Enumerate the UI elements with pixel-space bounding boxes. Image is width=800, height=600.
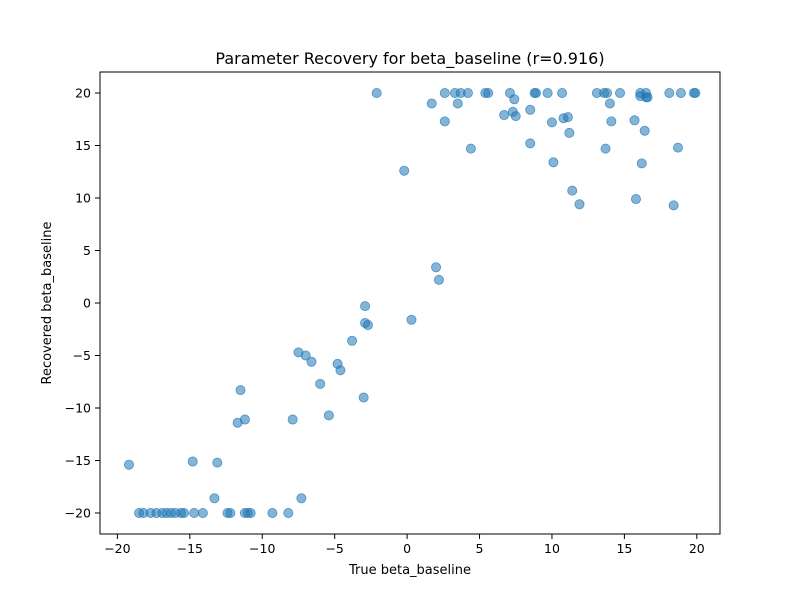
data-point: [557, 88, 568, 99]
data-point: [360, 301, 371, 312]
data-point: [509, 94, 520, 105]
data-point: [562, 112, 573, 123]
data-point: [245, 507, 256, 518]
data-point: [439, 116, 450, 127]
data-point: [189, 507, 200, 518]
data-point: [675, 88, 686, 99]
y-tick-label: 20: [75, 86, 91, 101]
data-point: [546, 117, 557, 128]
x-tick-label: −5: [325, 541, 343, 556]
data-point: [636, 158, 647, 169]
data-point: [187, 456, 198, 467]
y-tick-label: −20: [65, 506, 91, 521]
x-tick-label: 10: [544, 541, 560, 556]
data-point: [439, 88, 450, 99]
data-point: [664, 88, 675, 99]
y-axis-label: Recovered beta_baseline: [40, 222, 55, 385]
data-point: [306, 356, 317, 367]
data-point: [399, 165, 410, 176]
x-axis-ticks: −20 −15 −10 −5 0 5 10 15 20: [104, 534, 705, 556]
data-point: [267, 507, 278, 518]
data-point: [296, 493, 307, 504]
x-tick-label: 20: [689, 541, 705, 556]
data-point: [690, 88, 701, 99]
data-point: [358, 392, 369, 403]
data-point: [362, 320, 373, 331]
y-tick-label: 10: [75, 191, 91, 206]
data-point: [602, 88, 613, 99]
points-layer: [123, 88, 701, 518]
y-tick-label: −15: [65, 453, 91, 468]
data-point: [615, 88, 626, 99]
data-point: [123, 459, 134, 470]
data-point: [323, 410, 334, 421]
y-axis-ticks: −20 −15 −10 −5 0 5 10 15 20: [65, 86, 100, 521]
data-point: [510, 111, 521, 122]
data-point: [300, 350, 311, 361]
data-point: [525, 138, 536, 149]
data-point: [548, 157, 559, 168]
chart-title: Parameter Recovery for beta_baseline (r=…: [215, 49, 604, 69]
data-point: [433, 274, 444, 285]
data-point: [600, 143, 611, 154]
y-tick-label: −10: [65, 401, 91, 416]
data-point: [531, 88, 542, 99]
x-tick-label: −15: [177, 541, 203, 556]
x-tick-label: 5: [476, 541, 484, 556]
data-point: [629, 115, 640, 126]
data-point: [606, 116, 617, 127]
data-point: [574, 199, 585, 210]
data-point: [347, 335, 358, 346]
data-point: [225, 507, 236, 518]
data-point: [315, 378, 326, 389]
y-tick-label: −5: [73, 348, 91, 363]
x-tick-label: −20: [104, 541, 130, 556]
y-tick-label: 5: [83, 243, 91, 258]
data-point: [642, 92, 653, 103]
data-point: [542, 88, 553, 99]
data-point: [335, 365, 346, 376]
data-point: [567, 185, 578, 196]
data-point: [604, 98, 615, 109]
x-axis-label: True beta_baseline: [348, 563, 471, 578]
data-point: [668, 200, 679, 211]
data-point: [483, 88, 494, 99]
x-tick-label: 0: [403, 541, 411, 556]
data-point: [235, 385, 246, 396]
data-point: [499, 110, 510, 121]
x-tick-label: 15: [616, 541, 632, 556]
data-point: [212, 457, 223, 468]
data-point: [371, 88, 382, 99]
data-point: [639, 125, 650, 136]
data-point: [431, 262, 442, 273]
data-point: [287, 414, 298, 425]
data-point: [564, 127, 575, 138]
data-point: [462, 88, 473, 99]
data-point: [452, 98, 463, 109]
data-point: [283, 507, 294, 518]
data-point: [406, 314, 417, 325]
data-point: [179, 507, 190, 518]
data-point: [197, 507, 208, 518]
data-point: [209, 493, 220, 504]
data-point: [465, 143, 476, 154]
plot-area: [99, 71, 721, 535]
data-point: [672, 142, 683, 153]
y-tick-label: 15: [75, 138, 91, 153]
data-point: [426, 98, 437, 109]
y-tick-label: 0: [83, 296, 91, 311]
x-tick-label: −10: [249, 541, 275, 556]
data-point: [239, 414, 250, 425]
data-point: [630, 194, 641, 205]
data-point: [525, 104, 536, 115]
